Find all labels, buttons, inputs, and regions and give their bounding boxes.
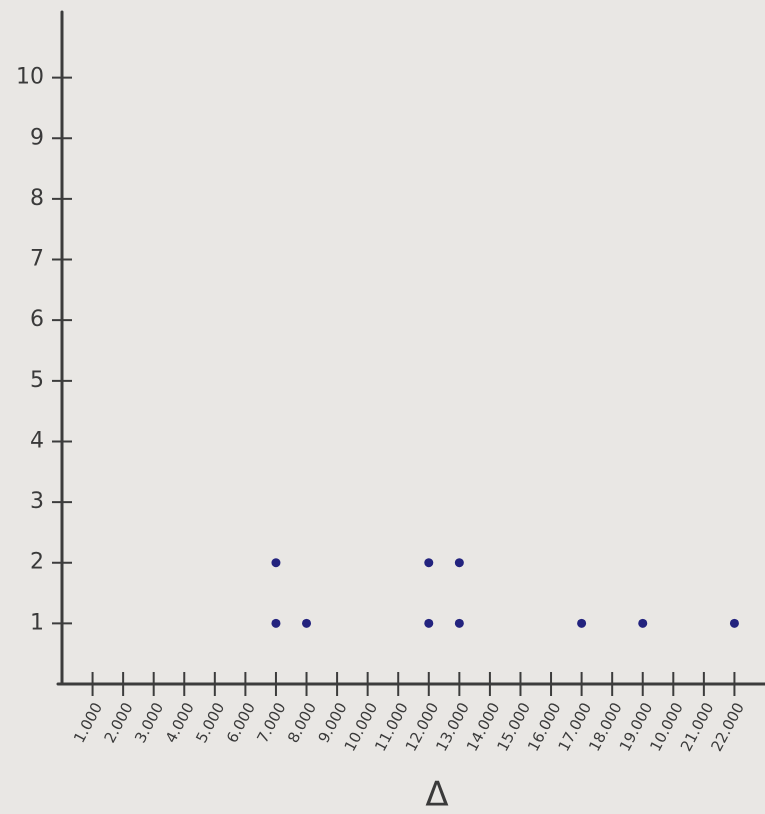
y-tick-label: 1	[30, 610, 44, 635]
point	[577, 618, 587, 628]
y-tick-label: 8	[30, 186, 44, 211]
annotation: Δ	[425, 775, 448, 814]
point	[454, 558, 464, 568]
y-tick-label: 10	[16, 65, 44, 90]
point	[638, 618, 648, 628]
y-tick-label: 4	[30, 428, 44, 453]
point	[271, 558, 281, 568]
point	[454, 618, 464, 628]
y-tick-label: 6	[30, 307, 44, 332]
point	[424, 618, 434, 628]
y-tick-label: 3	[30, 489, 44, 514]
y-tick-label: 2	[30, 550, 44, 575]
y-tick-label: 5	[30, 368, 44, 393]
point	[302, 618, 312, 628]
y-tick-label: 7	[30, 247, 44, 272]
point	[729, 618, 739, 628]
point	[271, 618, 281, 628]
point	[424, 558, 434, 568]
y-tick-label: 9	[30, 125, 44, 150]
